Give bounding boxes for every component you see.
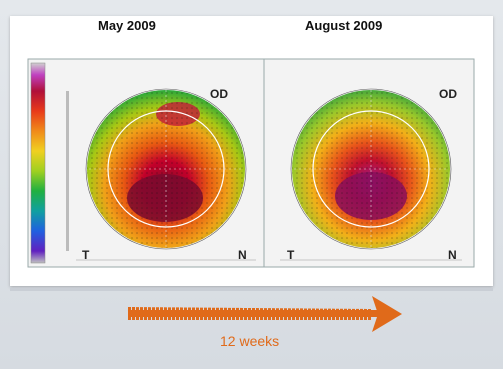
topography-panel: OD OD T N T N [10,16,493,286]
eye-label-right: OD [439,87,457,101]
divider [10,288,493,291]
left-topography-map [66,88,256,261]
corneal-maps: OD OD T N T N [27,58,475,268]
temporal-label-right: T [287,248,295,262]
right-topography-map [280,88,462,261]
eye-label-left: OD [210,87,228,101]
nasal-label-left: N [238,248,247,262]
date-label-left: May 2009 [98,18,156,33]
date-label-right: August 2009 [305,18,383,33]
nasal-label-right: N [448,248,457,262]
temporal-label-left: T [82,248,90,262]
duration-label: 12 weeks [220,333,280,349]
